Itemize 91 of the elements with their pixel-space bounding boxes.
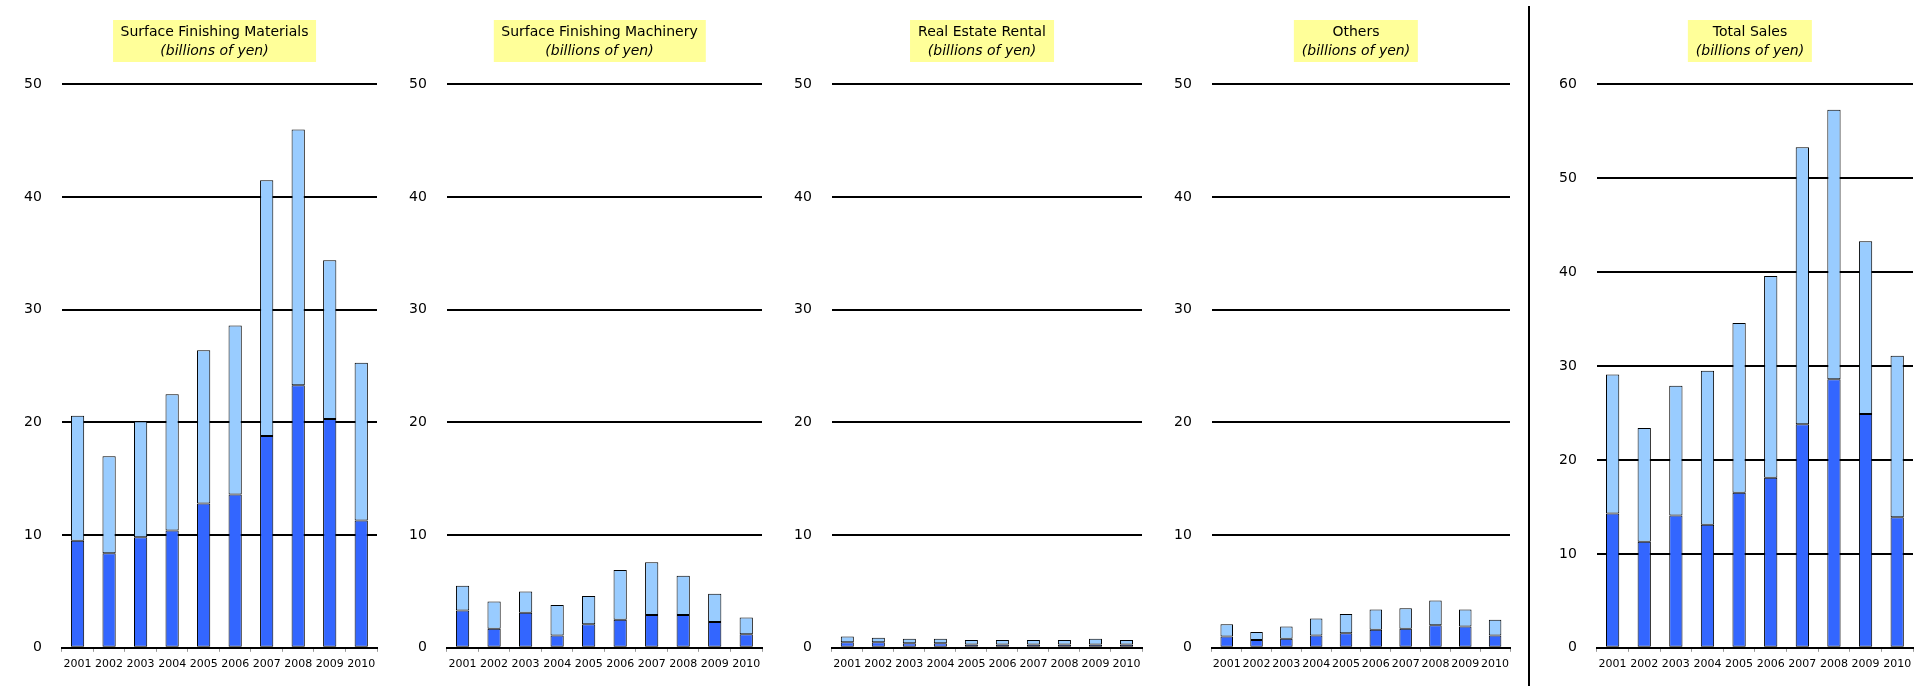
x-tick-label: 2009: [1451, 657, 1480, 671]
x-tick-label: 2002: [1242, 657, 1271, 671]
y-tick-label: 30: [1173, 300, 1192, 317]
y-tick-label: 0: [1182, 638, 1192, 655]
x-tick-label: 2008: [1421, 657, 1450, 671]
y-tick-label: 60: [1558, 75, 1577, 92]
x-tick-label: 2001: [448, 657, 477, 671]
x-tick-label: 2003: [1661, 657, 1690, 671]
y-tick-label: 40: [1558, 262, 1577, 279]
x-tick-label: 2010: [1883, 657, 1912, 671]
y-tick-label: 30: [1558, 356, 1577, 373]
x-tick-label: 2005: [957, 657, 986, 671]
y-tick-label: 10: [408, 525, 427, 542]
x-tick-label: 2010: [1112, 657, 1141, 671]
x-tick-label: 2002: [864, 657, 893, 671]
chart-subtitle: (billions of yen): [926, 41, 1038, 60]
x-tick-label: 2007: [1019, 657, 1048, 671]
y-tick-label: 50: [1173, 75, 1192, 92]
chart-title: Surface Finishing Machinery: [501, 22, 698, 41]
x-tick-label: 2009: [700, 657, 729, 671]
y-tick-label: 0: [1567, 638, 1577, 655]
x-tick-label: 2008: [1050, 657, 1079, 671]
y-tick-label: 20: [1558, 450, 1577, 467]
x-tick-label: 2005: [1725, 657, 1754, 671]
x-tick-label: 2007: [1391, 657, 1420, 671]
x-tick-label: 2009: [315, 657, 344, 671]
x-tick-label: 2005: [574, 657, 603, 671]
x-tick-label: 2006: [606, 657, 635, 671]
y-tick-label: 50: [1558, 168, 1577, 185]
y-tick-label: 10: [23, 525, 42, 542]
y-tick-label: 10: [793, 525, 812, 542]
x-tick-label: 2007: [637, 657, 666, 671]
chart-title: Total Sales: [1711, 22, 1789, 41]
x-tick-label: 2006: [1361, 657, 1390, 671]
y-tick-label: 30: [408, 300, 427, 317]
x-tick-label: 2004: [543, 657, 572, 671]
x-tick-label: 2008: [1819, 657, 1848, 671]
y-tick-label: 20: [1173, 413, 1192, 430]
x-tick-label: 2009: [1851, 657, 1880, 671]
x-tick-label: 2010: [732, 657, 761, 671]
x-tick-label: 2008: [669, 657, 698, 671]
y-tick-label: 10: [1558, 544, 1577, 561]
x-tick-label: 2005: [1332, 657, 1360, 671]
y-tick-label: 50: [23, 75, 42, 92]
x-tick-label: 2006: [1756, 657, 1785, 671]
x-tick-label: 2008: [284, 657, 313, 671]
x-tick-label: 2007: [252, 657, 281, 671]
x-tick-label: 2003: [126, 657, 155, 671]
x-tick-label: 2006: [988, 657, 1017, 671]
chart-subtitle: (billions of yen): [1301, 41, 1411, 60]
x-tick-label: 2004: [158, 657, 187, 671]
y-tick-label: 0: [32, 638, 42, 655]
y-tick-label: 20: [793, 413, 812, 430]
x-tick-label: 2004: [926, 657, 955, 671]
y-tick-label: 0: [417, 638, 427, 655]
x-tick-label: 2001: [1212, 657, 1241, 671]
x-tick-label: 2002: [1630, 657, 1659, 671]
y-tick-label: 10: [1173, 525, 1192, 542]
x-tick-label: 2003: [895, 657, 924, 671]
x-tick-label: 2004: [1302, 657, 1331, 671]
y-tick-label: 50: [793, 75, 812, 92]
chart-subtitle: (billions of yen): [1695, 41, 1805, 60]
chart-title: Real Estate Rental: [918, 22, 1046, 41]
x-tick-label: 2001: [833, 657, 862, 671]
x-tick-label: 2001: [1598, 657, 1627, 671]
x-tick-label: 2010: [347, 657, 376, 671]
x-tick-label: 2009: [1081, 657, 1110, 671]
chart-title: Others: [1331, 22, 1381, 41]
y-tick-label: 30: [23, 300, 42, 317]
chart-subtitle: (billions of yen): [544, 41, 655, 60]
x-tick-label: 2007: [1788, 657, 1817, 671]
x-tick-label: 2002: [95, 657, 124, 671]
chart-title: Surface Finishing Materials: [120, 22, 309, 41]
y-tick-label: 40: [408, 187, 427, 204]
x-tick-label: 2004: [1693, 657, 1722, 671]
x-tick-label: 2002: [480, 657, 509, 671]
y-tick-label: 40: [23, 187, 42, 204]
y-tick-label: 50: [408, 75, 427, 92]
y-tick-label: 30: [793, 300, 812, 317]
x-tick-label: 2005: [189, 657, 218, 671]
x-tick-label: 2010: [1481, 657, 1510, 671]
y-tick-label: 20: [408, 413, 427, 430]
y-tick-label: 0: [802, 638, 812, 655]
x-tick-label: 2006: [221, 657, 250, 671]
y-tick-label: 40: [1173, 187, 1192, 204]
y-tick-label: 20: [23, 413, 42, 430]
x-tick-label: 2003: [511, 657, 540, 671]
chart-subtitle: (billions of yen): [159, 41, 270, 60]
x-tick-label: 2003: [1272, 657, 1301, 671]
x-tick-label: 2001: [63, 657, 92, 671]
y-tick-label: 40: [793, 187, 812, 204]
